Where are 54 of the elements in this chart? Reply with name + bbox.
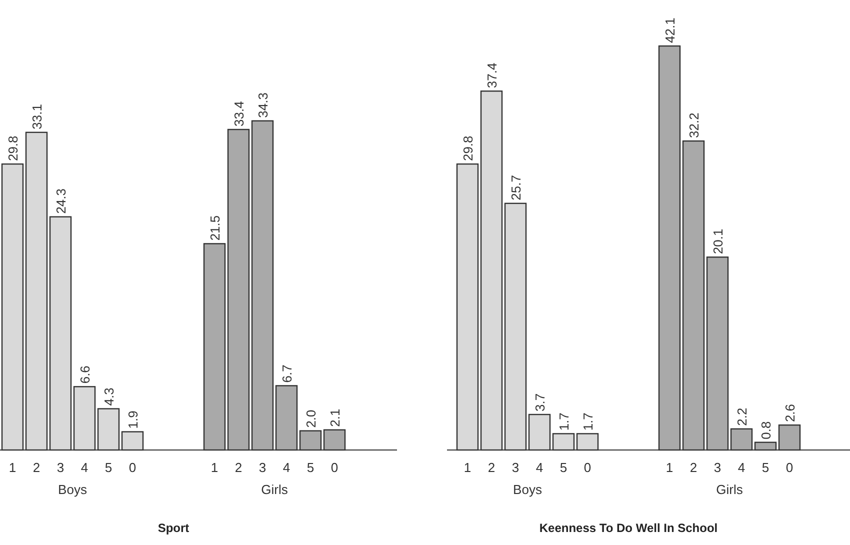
x-tick-label: 2	[32, 460, 40, 475]
text: Sport	[158, 521, 190, 535]
x-tick-label: 0	[584, 460, 592, 475]
x-tick-label: 3	[258, 460, 266, 475]
data-label: 33.4	[232, 101, 246, 126]
text: Keenness To Do Well In School	[539, 521, 718, 535]
data-label: 1.7	[556, 412, 572, 431]
x-tick-label: 4	[80, 460, 88, 475]
data-label: 2.0	[304, 410, 318, 428]
data-label: 20.1	[710, 228, 726, 254]
data-label: 29.8	[6, 136, 20, 162]
data-label: 29.8	[460, 136, 476, 162]
text: Girls	[716, 482, 744, 497]
text: Boys	[513, 482, 542, 497]
x-tick-label: 2	[234, 460, 242, 475]
x-tick-label: 1	[8, 460, 16, 475]
x-tick-label: 0	[330, 460, 338, 475]
data-label: 6.7	[280, 364, 294, 383]
data-label: 6.6	[78, 366, 92, 384]
data-label: 2.1	[328, 408, 342, 427]
text: Boys	[58, 482, 88, 497]
data-label: 32.2	[686, 112, 702, 138]
data-label: 25.7	[508, 175, 524, 200]
data-label: 33.1	[30, 104, 44, 130]
data-label: 0.8	[758, 421, 774, 440]
x-tick-label: 5	[762, 460, 770, 475]
x-tick-label: 2	[488, 460, 496, 475]
x-tick-label: 0	[128, 460, 136, 475]
data-label: 1.7	[580, 412, 596, 431]
data-label: 2.6	[782, 404, 798, 422]
x-tick-label: 4	[536, 460, 544, 475]
x-tick-label: 4	[738, 460, 746, 475]
x-tick-label: 2	[690, 460, 698, 475]
data-label: 21.5	[208, 215, 222, 241]
text: Girls	[261, 482, 288, 497]
x-tick-label: 1	[666, 460, 674, 475]
x-tick-label: 0	[786, 460, 794, 475]
data-label: 37.4	[484, 62, 500, 88]
data-label: 3.7	[532, 393, 548, 412]
data-label: 4.3	[102, 388, 116, 406]
data-label: 42.1	[662, 18, 678, 43]
data-label: 34.3	[256, 92, 270, 118]
x-tick-label: 1	[464, 460, 472, 475]
x-tick-label: 1	[210, 460, 218, 475]
x-tick-label: 3	[714, 460, 722, 475]
data-label: 24.3	[54, 188, 68, 214]
x-tick-label: 5	[306, 460, 314, 475]
x-tick-label: 3	[512, 460, 520, 475]
x-tick-label: 3	[56, 460, 64, 475]
x-tick-label: 5	[560, 460, 568, 475]
data-label: 1.9	[126, 410, 140, 429]
x-tick-label: 4	[282, 460, 290, 475]
data-label: 2.2	[734, 408, 750, 426]
x-tick-label: 5	[104, 460, 112, 475]
